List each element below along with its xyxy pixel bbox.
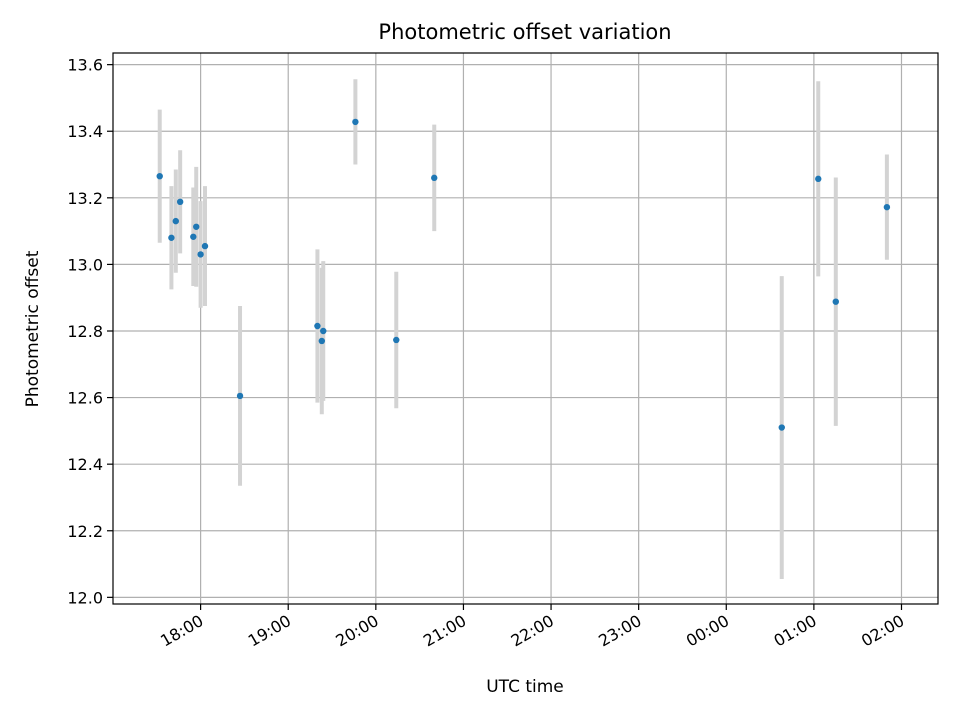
data-point (352, 118, 359, 126)
y-tick-label: 13.0 (67, 255, 103, 274)
data-point (431, 174, 438, 182)
data-point (168, 234, 175, 241)
data-point (172, 217, 179, 225)
y-tick-label: 12.8 (67, 322, 103, 341)
data-point (393, 336, 400, 344)
y-tick-label: 12.6 (67, 389, 103, 408)
y-tick-label: 12.4 (67, 455, 103, 474)
data-point (197, 251, 204, 258)
y-tick-label: 13.2 (67, 189, 103, 208)
y-tick-label: 12.2 (67, 522, 103, 541)
y-axis-label: Photometric offset (23, 250, 43, 407)
data-point (193, 223, 200, 230)
data-point (314, 322, 321, 330)
data-point (778, 424, 785, 431)
point-layer (156, 118, 891, 431)
data-point (156, 172, 163, 180)
data-point (176, 198, 184, 206)
y-tick-label: 13.6 (67, 56, 103, 75)
y-tick-label: 12.0 (67, 588, 103, 607)
plot-frame (112, 52, 939, 605)
x-axis-label: UTC time (486, 677, 564, 697)
data-point (236, 392, 244, 400)
data-point (815, 175, 822, 183)
data-point (201, 242, 209, 250)
data-point (318, 337, 326, 345)
y-tick-label: 13.4 (67, 122, 103, 141)
data-point (190, 233, 197, 240)
data-point (832, 298, 839, 305)
data-point (883, 203, 891, 211)
chart-title: Photometric offset variation (378, 20, 671, 44)
data-point (320, 327, 327, 335)
grid-layer (113, 53, 938, 604)
